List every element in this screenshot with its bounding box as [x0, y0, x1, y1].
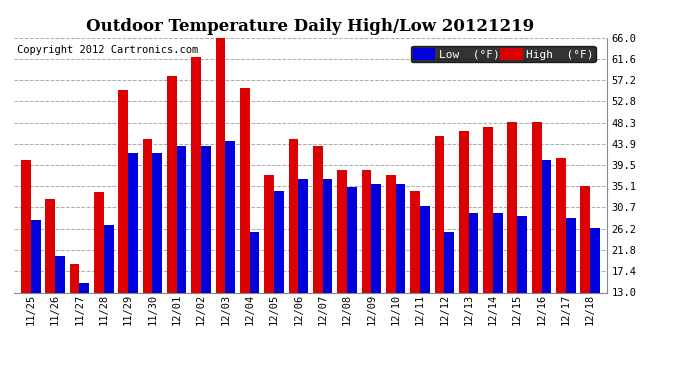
- Bar: [532, 122, 542, 292]
- Bar: [566, 218, 575, 292]
- Bar: [347, 187, 357, 292]
- Bar: [119, 90, 128, 292]
- Bar: [469, 213, 478, 292]
- Bar: [323, 179, 333, 292]
- Bar: [483, 126, 493, 292]
- Bar: [337, 170, 347, 292]
- Bar: [386, 175, 395, 292]
- Bar: [240, 88, 250, 292]
- Bar: [313, 146, 323, 292]
- Bar: [201, 146, 210, 292]
- Text: Copyright 2012 Cartronics.com: Copyright 2012 Cartronics.com: [17, 45, 198, 55]
- Bar: [580, 186, 590, 292]
- Bar: [79, 283, 89, 292]
- Bar: [274, 192, 284, 292]
- Bar: [226, 141, 235, 292]
- Bar: [128, 153, 138, 292]
- Bar: [264, 175, 274, 292]
- Bar: [250, 232, 259, 292]
- Bar: [395, 184, 405, 292]
- Bar: [31, 220, 41, 292]
- Title: Outdoor Temperature Daily High/Low 20121219: Outdoor Temperature Daily High/Low 20121…: [86, 18, 535, 34]
- Bar: [298, 179, 308, 292]
- Bar: [590, 228, 600, 292]
- Bar: [104, 225, 114, 292]
- Bar: [435, 136, 444, 292]
- Bar: [21, 160, 31, 292]
- Bar: [143, 138, 152, 292]
- Bar: [167, 76, 177, 292]
- Bar: [70, 264, 79, 292]
- Bar: [288, 138, 298, 292]
- Bar: [420, 206, 430, 292]
- Bar: [216, 38, 226, 292]
- Bar: [177, 146, 186, 292]
- Bar: [371, 184, 381, 292]
- Legend: Low  (°F), High  (°F): Low (°F), High (°F): [411, 46, 595, 62]
- Bar: [411, 192, 420, 292]
- Bar: [542, 160, 551, 292]
- Bar: [444, 232, 454, 292]
- Bar: [459, 131, 469, 292]
- Bar: [507, 122, 518, 292]
- Bar: [152, 153, 162, 292]
- Bar: [55, 256, 65, 292]
- Bar: [518, 216, 527, 292]
- Bar: [191, 57, 201, 292]
- Bar: [46, 199, 55, 292]
- Bar: [94, 192, 104, 292]
- Bar: [556, 158, 566, 292]
- Bar: [362, 170, 371, 292]
- Bar: [493, 213, 502, 292]
